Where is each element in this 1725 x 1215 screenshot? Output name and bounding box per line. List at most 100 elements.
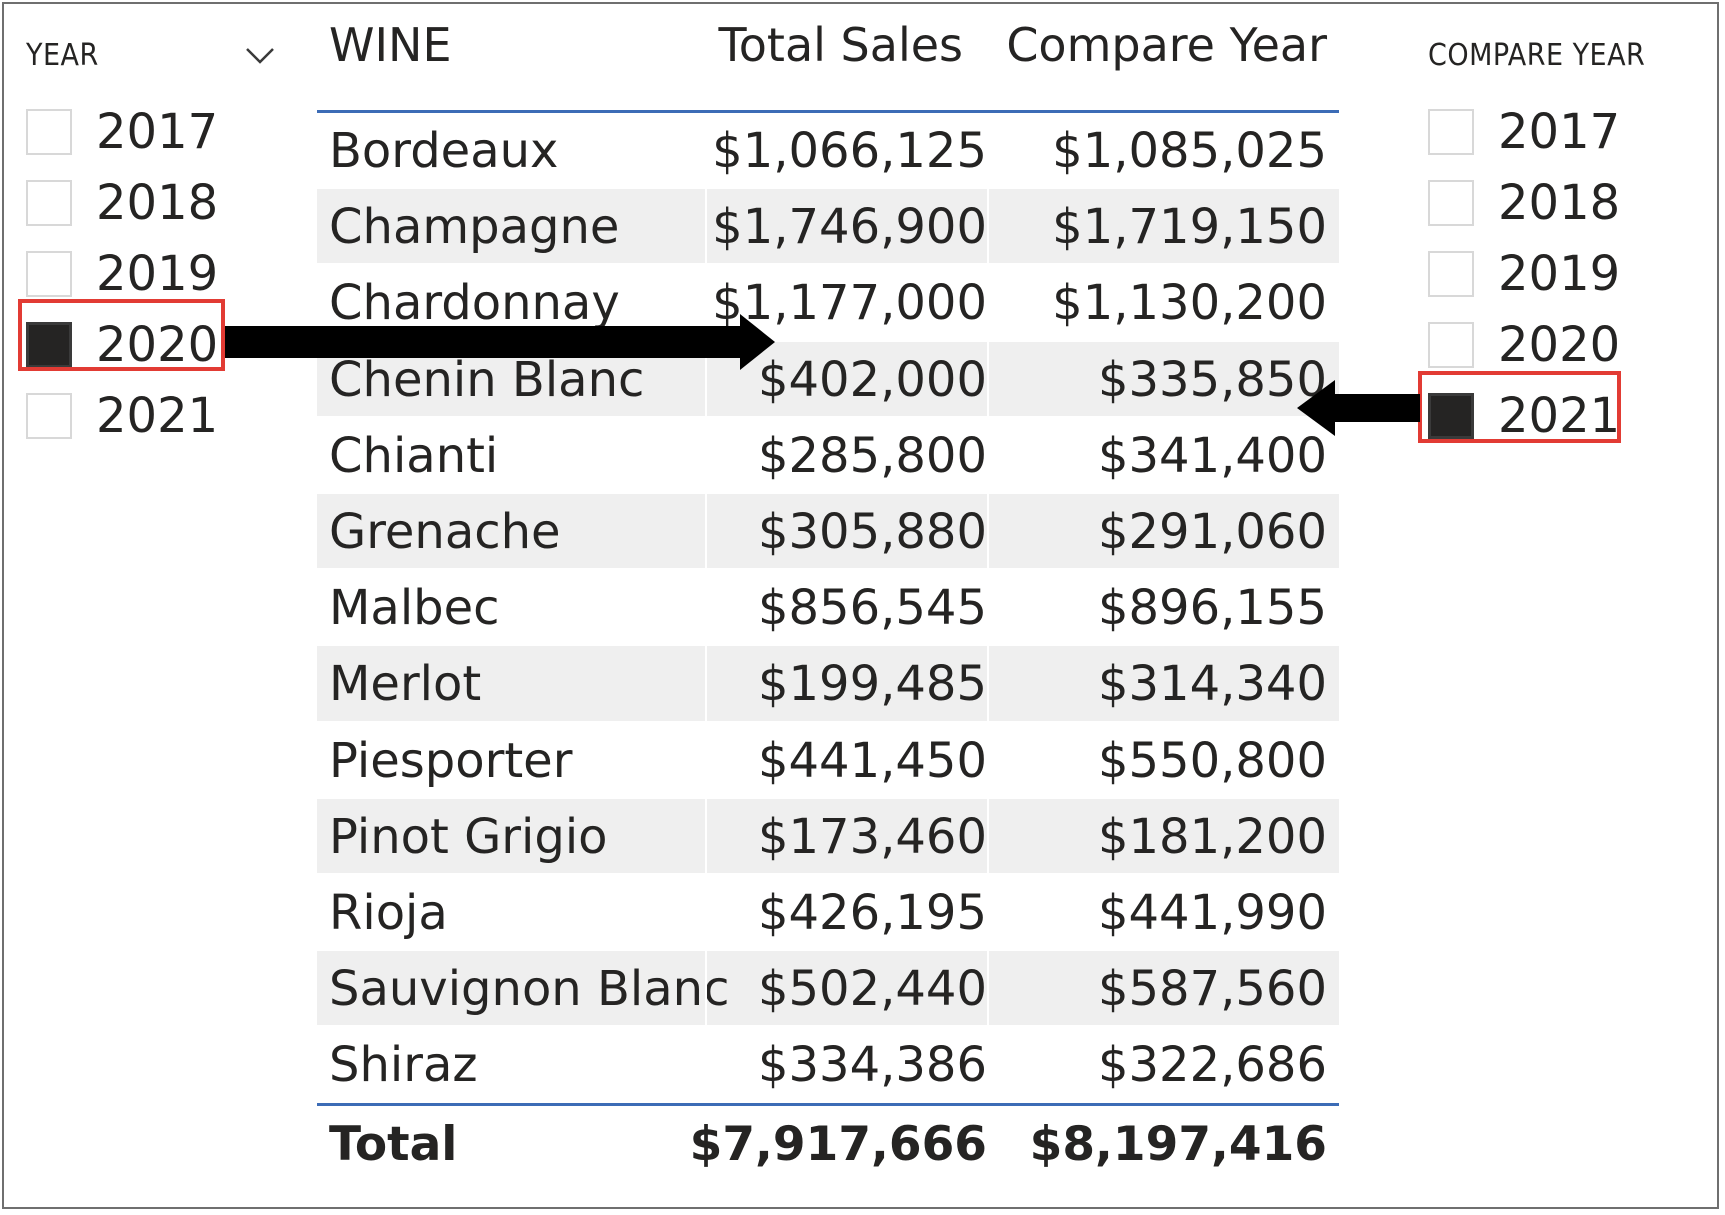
checkbox-unchecked-icon[interactable] xyxy=(1428,250,1474,297)
compare-year-cell: $335,850 xyxy=(1097,351,1327,408)
column-divider xyxy=(705,951,707,1026)
year-option-label: 2021 xyxy=(96,387,219,444)
compare-year-cell: $181,200 xyxy=(1097,808,1327,865)
year-slicer-header[interactable]: YEAR xyxy=(26,30,276,82)
column-divider xyxy=(705,1027,707,1102)
checkbox-unchecked-icon[interactable] xyxy=(1428,108,1474,155)
table-row[interactable]: Piesporter $441,450 $550,800 xyxy=(317,722,1339,799)
compare-year-cell: $550,800 xyxy=(1097,732,1327,789)
compare-year-option-2017[interactable]: 2017 xyxy=(1428,96,1688,167)
wine-name-cell: Merlot xyxy=(329,656,482,713)
total-sales-cell: $305,880 xyxy=(757,503,987,560)
year-option-label: 2019 xyxy=(96,245,219,302)
total-sales-cell: $426,195 xyxy=(757,884,987,941)
year-option-label: 2018 xyxy=(96,174,219,231)
column-divider xyxy=(987,570,989,645)
compare-year-cell: $1,130,200 xyxy=(1052,275,1327,332)
chevron-down-icon[interactable] xyxy=(244,44,276,66)
wine-name-cell: Malbec xyxy=(329,580,500,637)
checkbox-unchecked-icon[interactable] xyxy=(1428,321,1474,368)
compare-year-option-label: 2020 xyxy=(1498,316,1621,373)
year-option-2020[interactable]: 2020 xyxy=(26,309,276,380)
total-sales-cell: $1,177,000 xyxy=(712,275,987,332)
table-row[interactable]: Chianti $285,800 $341,400 xyxy=(317,417,1339,494)
column-divider xyxy=(987,874,989,950)
column-divider xyxy=(987,189,989,264)
year-option-2018[interactable]: 2018 xyxy=(26,167,276,238)
column-divider xyxy=(987,951,989,1026)
compare-year-option-2021[interactable]: 2021 xyxy=(1428,380,1688,451)
column-divider xyxy=(987,417,989,492)
wine-name-cell: Chianti xyxy=(329,427,499,484)
table-row[interactable]: Bordeaux $1,066,125 $1,085,025 xyxy=(317,113,1339,190)
table-row[interactable]: Champagne $1,746,900 $1,719,150 xyxy=(317,189,1339,266)
checkbox-unchecked-icon[interactable] xyxy=(26,108,72,155)
column-divider xyxy=(705,265,707,340)
checkbox-unchecked-icon[interactable] xyxy=(26,250,72,297)
wine-name-cell: Shiraz xyxy=(329,1037,478,1094)
wine-name-cell: Chardonnay xyxy=(329,275,620,332)
compare-year-option-label: 2018 xyxy=(1498,174,1621,231)
table-row[interactable]: Chenin Blanc $402,000 $335,850 xyxy=(317,341,1339,418)
column-divider xyxy=(705,798,707,873)
table-total-row: Total $7,917,666 $8,197,416 xyxy=(317,1103,1339,1186)
table-row[interactable]: Rioja $426,195 $441,990 xyxy=(317,874,1339,952)
wine-sales-table: WINE Total Sales Compare Year Bordeaux $1… xyxy=(317,12,1339,1186)
total-sales-cell: $334,386 xyxy=(757,1037,987,1094)
total-sales-cell: $856,545 xyxy=(757,580,987,637)
table-row[interactable]: Pinot Grigio $173,460 $181,200 xyxy=(317,798,1339,875)
compare-year-option-label: 2019 xyxy=(1498,245,1621,302)
table-header: WINE Total Sales Compare Year xyxy=(317,12,1339,113)
checkbox-checked-icon[interactable] xyxy=(1428,392,1474,439)
checkbox-unchecked-icon[interactable] xyxy=(26,392,72,439)
total-compare-year-value: $8,197,416 xyxy=(1029,1117,1327,1173)
wine-name-cell: Piesporter xyxy=(329,732,573,789)
column-divider xyxy=(987,341,989,416)
compare-year-option-2018[interactable]: 2018 xyxy=(1428,167,1688,238)
wine-name-cell: Champagne xyxy=(329,199,620,256)
table-row[interactable]: Chardonnay $1,177,000 $1,130,200 xyxy=(317,265,1339,342)
column-header-total-sales[interactable]: Total Sales xyxy=(718,18,964,72)
column-divider xyxy=(987,646,989,721)
column-divider xyxy=(705,341,707,416)
table-row[interactable]: Malbec $856,545 $896,155 xyxy=(317,570,1339,647)
compare-year-cell: $291,060 xyxy=(1097,503,1327,560)
total-sales-cell: $199,485 xyxy=(757,656,987,713)
compare-year-option-2019[interactable]: 2019 xyxy=(1428,238,1688,309)
column-divider xyxy=(705,874,707,950)
column-header-compare-year[interactable]: Compare Year xyxy=(1006,18,1327,72)
table-row[interactable]: Sauvignon Blanc $502,440 $587,560 xyxy=(317,951,1339,1028)
year-option-2017[interactable]: 2017 xyxy=(26,96,276,167)
column-divider xyxy=(987,265,989,340)
table-row[interactable]: Grenache $305,880 $291,060 xyxy=(317,493,1339,571)
compare-year-slicer-header: COMPARE YEAR xyxy=(1428,30,1688,82)
year-option-label: 2017 xyxy=(96,103,219,160)
compare-year-slicer: COMPARE YEAR 2017 2018 2019 2020 2021 xyxy=(1428,30,1688,451)
compare-year-cell: $587,560 xyxy=(1097,961,1327,1018)
year-option-2021[interactable]: 2021 xyxy=(26,380,276,451)
total-sales-cell: $173,460 xyxy=(757,808,987,865)
total-sales-cell: $402,000 xyxy=(757,351,987,408)
total-sales-value: $7,917,666 xyxy=(689,1117,987,1173)
column-header-wine[interactable]: WINE xyxy=(329,18,452,72)
table-row[interactable]: Shiraz $334,386 $322,686 xyxy=(317,1027,1339,1104)
compare-year-cell: $1,719,150 xyxy=(1052,199,1327,256)
column-divider xyxy=(705,493,707,569)
wine-name-cell: Bordeaux xyxy=(329,123,559,179)
checkbox-unchecked-icon[interactable] xyxy=(1428,179,1474,226)
compare-year-option-2020[interactable]: 2020 xyxy=(1428,309,1688,380)
column-divider xyxy=(987,113,989,188)
column-divider xyxy=(987,722,989,797)
checkbox-unchecked-icon[interactable] xyxy=(26,179,72,226)
checkbox-checked-icon[interactable] xyxy=(26,321,72,368)
wine-name-cell: Sauvignon Blanc xyxy=(329,961,730,1018)
column-divider xyxy=(987,1027,989,1102)
compare-year-cell: $441,990 xyxy=(1097,884,1327,941)
year-option-2019[interactable]: 2019 xyxy=(26,238,276,309)
table-row[interactable]: Merlot $199,485 $314,340 xyxy=(317,646,1339,723)
year-slicer-title: YEAR xyxy=(26,38,99,73)
compare-year-option-label: 2017 xyxy=(1498,103,1621,160)
total-sales-cell: $502,440 xyxy=(757,961,987,1018)
total-sales-cell: $1,746,900 xyxy=(712,199,987,256)
table-body: Bordeaux $1,066,125 $1,085,025 Champagne $1,… xyxy=(317,113,1339,1104)
